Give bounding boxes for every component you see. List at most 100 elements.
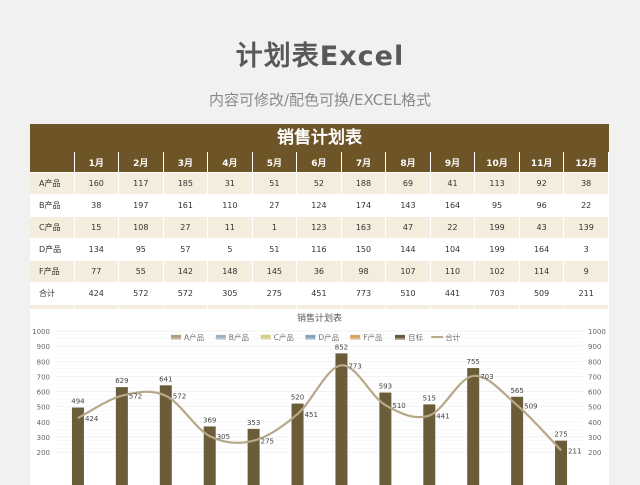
table-cell: 107	[385, 260, 431, 283]
table-cell: 164	[430, 194, 476, 217]
bar	[335, 353, 348, 485]
legend-swatch	[395, 334, 405, 340]
y2-tick-label: 700	[588, 373, 601, 381]
sales-chart: 销售计划表 A产品 B产品 C产品 D产品 F产品 目标 合计 200 200 300 300 400 4…	[30, 309, 609, 485]
table-cell: 148	[207, 260, 253, 283]
table-cell: 27	[252, 194, 298, 217]
legend-swatch	[305, 334, 316, 340]
table-cell: 142	[163, 260, 209, 283]
bar-data-label: 641	[159, 375, 172, 383]
table-cell: 510	[385, 282, 431, 305]
table-cell: 5	[207, 238, 253, 261]
bar-data-label: 515	[423, 394, 436, 402]
bar-data-label: 565	[510, 387, 523, 395]
legend-label: F产品	[363, 332, 382, 342]
table-cell: 104	[430, 238, 476, 261]
legend-label: A产品	[184, 332, 204, 342]
table-cell: 174	[341, 194, 387, 217]
bar	[115, 387, 128, 485]
table-cell: 572	[163, 282, 209, 305]
legend-swatch	[350, 334, 361, 340]
table-cell: 57	[163, 238, 209, 261]
line-data-label: 451	[305, 411, 318, 419]
legend-label: C产品	[274, 332, 294, 342]
table-row: D产品 134 95 57 5 51 116 150 144 104 199 164 3	[30, 238, 609, 261]
table-cell: 15	[74, 216, 120, 239]
table-cell: 52	[296, 172, 342, 195]
bar	[203, 426, 216, 485]
line-data-label: 275	[261, 438, 274, 446]
table-cell: 22	[563, 194, 609, 217]
table-cell: 197	[118, 194, 164, 217]
table-cell: 98	[341, 260, 387, 283]
bar-data-label: 629	[115, 377, 128, 385]
table-cell: 305	[207, 282, 253, 305]
y-tick-label: 400	[37, 419, 50, 427]
table-cell: 144	[385, 238, 431, 261]
table-cell: 113	[474, 172, 520, 195]
table-cell: 36	[296, 260, 342, 283]
legend-swatch	[215, 334, 226, 340]
table-cell: 55	[118, 260, 164, 283]
month-header: 10月	[474, 152, 520, 173]
table-cell: 773	[341, 282, 387, 305]
month-header: 2月	[118, 152, 164, 173]
month-header: 5月	[252, 152, 298, 173]
table-cell: 188	[341, 172, 387, 195]
y2-tick-label: 400	[588, 419, 601, 427]
y-tick-label: 200	[37, 449, 50, 457]
legend-label: D产品	[318, 332, 339, 342]
y2-tick-label: 1000	[588, 328, 606, 336]
table-cell: 51	[252, 172, 298, 195]
table-cell: 199	[474, 238, 520, 261]
page-title: 计划表Excel	[235, 41, 405, 72]
row-label: D产品	[30, 238, 75, 261]
table-cell: 38	[563, 172, 609, 195]
bar	[423, 404, 436, 485]
line-data-label: 773	[348, 362, 361, 370]
table-cell: 150	[341, 238, 387, 261]
table-cell: 95	[474, 194, 520, 217]
table-cell: 95	[118, 238, 164, 261]
legend-label: 合计	[445, 332, 460, 342]
table-cell: 275	[252, 282, 298, 305]
table-cell: 3	[563, 238, 609, 261]
month-header: 8月	[385, 152, 431, 173]
line-data-label: 305	[217, 433, 230, 441]
bar	[379, 392, 392, 485]
y-tick-label: 1000	[32, 328, 50, 336]
table-cell: 38	[74, 194, 120, 217]
row-label: F产品	[30, 260, 75, 283]
bar-data-label: 852	[335, 343, 348, 351]
total-line	[77, 364, 562, 452]
table-cell: 110	[430, 260, 476, 283]
bar	[291, 403, 304, 485]
line-data-label: 441	[436, 413, 449, 421]
table-row: A产品 160 117 185 31 51 52 188 69 41 113 92 38	[30, 172, 609, 195]
spreadsheet-preview: 销售计划表 1月 2月 3月 4月 5月 6月 7月 8月 9月 10月 11月 12月 A产品 160 1…	[30, 124, 609, 485]
y2-tick-label: 600	[588, 389, 601, 397]
table-cell: 77	[74, 260, 120, 283]
table-cell: 143	[385, 194, 431, 217]
row-label: B产品	[30, 194, 75, 217]
table-cell: 47	[385, 216, 431, 239]
y-tick-label: 700	[37, 373, 50, 381]
y2-tick-label: 800	[588, 358, 601, 366]
y-tick-label: 900	[37, 343, 50, 351]
line-data-label: 572	[129, 393, 142, 401]
legend-label: B产品	[229, 332, 249, 342]
table-cell: 41	[430, 172, 476, 195]
line-data-label: 572	[173, 393, 186, 401]
table-cell: 31	[207, 172, 253, 195]
table-cell: 199	[474, 216, 520, 239]
table-cell: 22	[430, 216, 476, 239]
row-label: A产品	[30, 172, 75, 195]
table-cell: 9	[563, 260, 609, 283]
row-label: C产品	[30, 216, 75, 239]
y2-tick-label: 300	[588, 434, 601, 442]
table-row: 合计 424 572 572 305 275 451 773 510 441 703 509 211	[30, 282, 609, 305]
legend-label: 目标	[408, 332, 423, 342]
line-data-label: 703	[480, 373, 493, 381]
bar	[159, 385, 172, 485]
table-cell: 114	[519, 260, 565, 283]
